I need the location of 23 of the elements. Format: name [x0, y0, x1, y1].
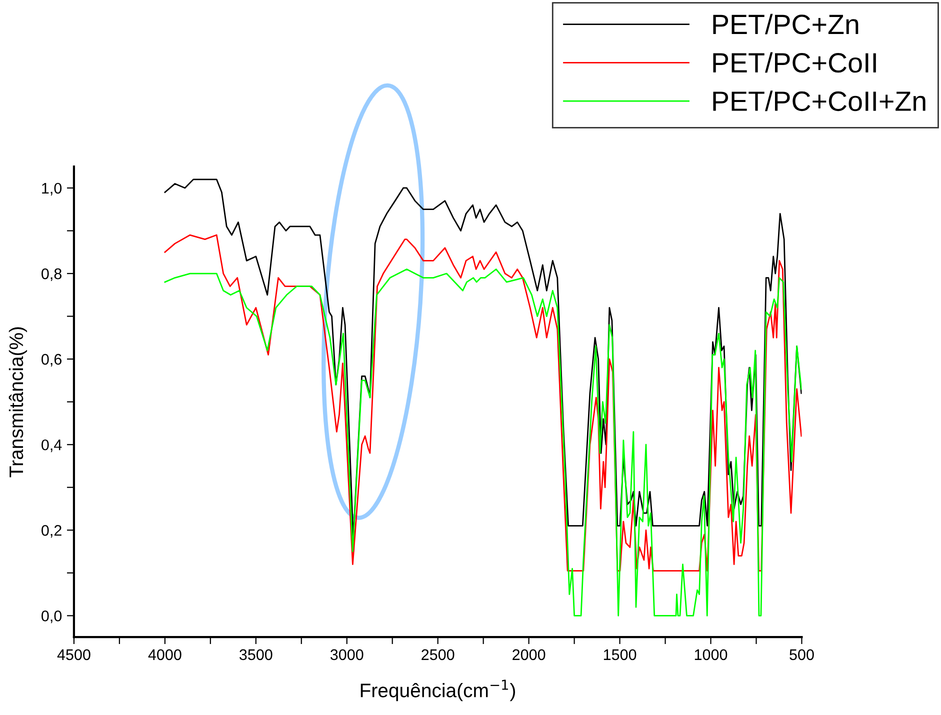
- line-series: [164, 234, 802, 572]
- x-tick-label: 3000: [330, 649, 364, 660]
- x-axis-title: Frequência(cm$^{−1}$): [360, 680, 516, 702]
- y-tick-label: 0,4: [42, 439, 62, 452]
- line-series: [164, 268, 802, 616]
- x-tick-label: 4000: [148, 649, 182, 660]
- x-tick-label: 1500: [604, 649, 636, 660]
- legend-label: PET/PC+CoII: [713, 52, 876, 73]
- y-axis-title: Transmitância(%): [8, 327, 28, 478]
- y-tick-label: 0,6: [42, 354, 62, 367]
- y-tick-label: 0,2: [42, 525, 62, 538]
- line-series: [164, 178, 802, 540]
- x-tick-label: 500: [790, 649, 814, 660]
- y-tick-label: 1,0: [42, 182, 62, 196]
- x-tick-label: 3500: [239, 649, 272, 660]
- x-tick-label: 2000: [512, 649, 546, 660]
- legend-label: PET/PC+CoII+Zn: [713, 90, 926, 112]
- x-tick-label: 4500: [57, 649, 90, 660]
- legend-label: PET/PC+Zn: [713, 14, 858, 34]
- y-tick-label: 0,0: [42, 610, 62, 624]
- x-tick-label: 2500: [422, 649, 454, 660]
- y-tick-label: 0,8: [42, 268, 62, 282]
- x-tick-label: 1000: [694, 649, 728, 660]
